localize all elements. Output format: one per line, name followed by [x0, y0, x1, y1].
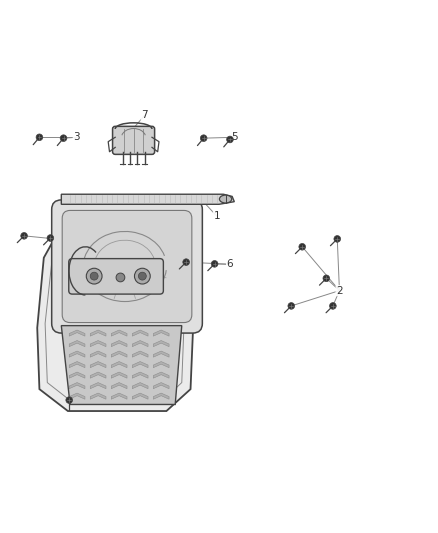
Polygon shape — [132, 351, 148, 357]
Circle shape — [47, 235, 54, 241]
Circle shape — [323, 275, 330, 281]
Polygon shape — [153, 361, 169, 368]
Circle shape — [183, 259, 190, 265]
Polygon shape — [90, 372, 106, 378]
FancyBboxPatch shape — [52, 200, 202, 333]
Polygon shape — [132, 361, 148, 368]
FancyBboxPatch shape — [113, 126, 155, 155]
Polygon shape — [111, 372, 127, 378]
Text: 7: 7 — [141, 110, 148, 120]
Polygon shape — [69, 361, 85, 368]
Text: 3: 3 — [73, 132, 80, 142]
Polygon shape — [111, 341, 127, 346]
Polygon shape — [153, 341, 169, 346]
Circle shape — [116, 273, 125, 282]
Polygon shape — [37, 199, 197, 411]
Polygon shape — [153, 330, 169, 336]
Polygon shape — [69, 341, 85, 346]
Circle shape — [138, 272, 146, 280]
Circle shape — [21, 232, 28, 239]
Circle shape — [60, 135, 67, 141]
Polygon shape — [111, 383, 127, 389]
Polygon shape — [111, 351, 127, 357]
Circle shape — [299, 244, 306, 250]
Polygon shape — [111, 361, 127, 368]
Circle shape — [90, 272, 98, 280]
Polygon shape — [132, 372, 148, 378]
Polygon shape — [69, 393, 85, 399]
Polygon shape — [153, 351, 169, 357]
Circle shape — [200, 135, 207, 141]
Circle shape — [334, 236, 341, 242]
Text: 1: 1 — [213, 211, 220, 221]
Circle shape — [36, 134, 43, 141]
Polygon shape — [90, 383, 106, 389]
Circle shape — [211, 261, 218, 267]
Polygon shape — [153, 383, 169, 389]
Circle shape — [134, 268, 150, 284]
Ellipse shape — [219, 195, 232, 203]
Polygon shape — [153, 372, 169, 378]
Circle shape — [226, 136, 233, 143]
FancyBboxPatch shape — [62, 211, 192, 322]
Text: 5: 5 — [231, 132, 238, 142]
Circle shape — [66, 397, 73, 403]
Circle shape — [288, 303, 295, 309]
Polygon shape — [90, 351, 106, 357]
Polygon shape — [90, 361, 106, 368]
Polygon shape — [69, 351, 85, 357]
Polygon shape — [69, 372, 85, 378]
Polygon shape — [61, 326, 182, 405]
Polygon shape — [90, 330, 106, 336]
Polygon shape — [132, 393, 148, 399]
Polygon shape — [90, 341, 106, 346]
FancyBboxPatch shape — [69, 259, 163, 294]
Polygon shape — [153, 393, 169, 399]
Circle shape — [329, 303, 336, 309]
Circle shape — [86, 268, 102, 284]
Polygon shape — [111, 393, 127, 399]
Polygon shape — [90, 393, 106, 399]
Text: 4: 4 — [64, 235, 71, 245]
Text: 2: 2 — [336, 286, 343, 296]
Polygon shape — [69, 330, 85, 336]
Text: 6: 6 — [226, 260, 233, 269]
Polygon shape — [132, 341, 148, 346]
Polygon shape — [61, 194, 234, 204]
Polygon shape — [132, 383, 148, 389]
Polygon shape — [111, 330, 127, 336]
Polygon shape — [69, 383, 85, 389]
Polygon shape — [132, 330, 148, 336]
